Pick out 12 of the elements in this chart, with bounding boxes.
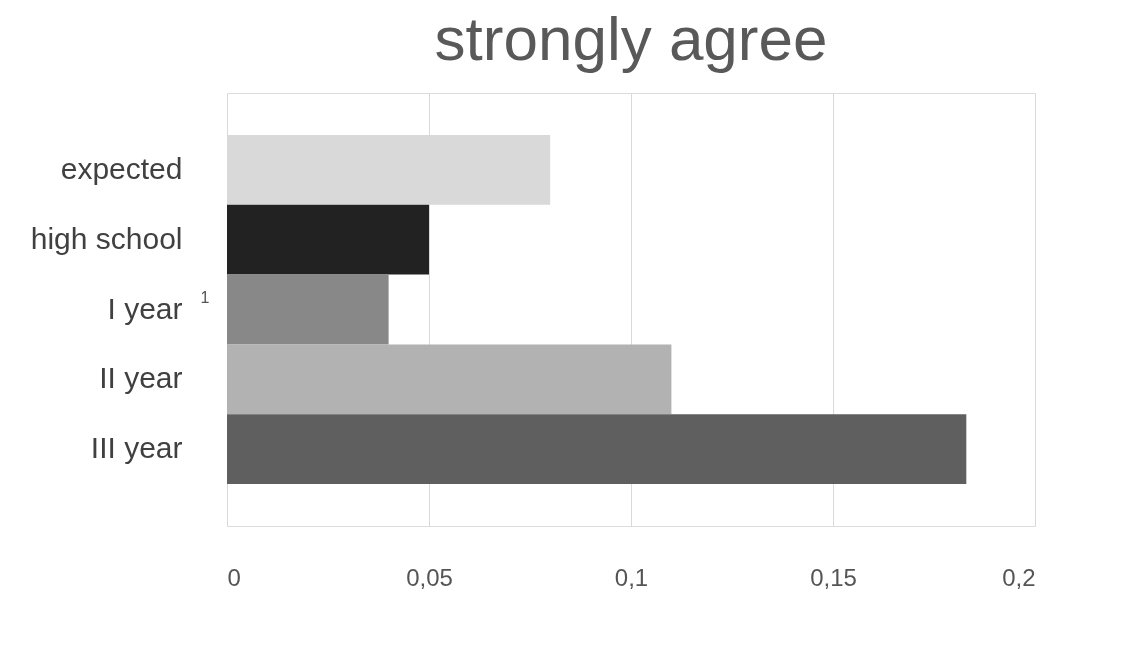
y-tick-label: I year [107,291,183,325]
annotation: 1 [200,288,210,306]
x-tick-label: 0,15 [810,563,857,591]
x-tick-label: 0 [227,563,241,591]
x-tick-label: 0,2 [1002,563,1036,591]
y-tick-label: II year [99,361,183,395]
y-tick-label: high school [30,221,183,255]
x-tick-label: 0,05 [406,563,453,591]
y-tick-label: expected [60,151,183,185]
y-tick-label: III year [90,431,183,465]
chart-title: strongly agree [434,4,828,73]
x-tick-label: 0,1 [614,563,649,591]
